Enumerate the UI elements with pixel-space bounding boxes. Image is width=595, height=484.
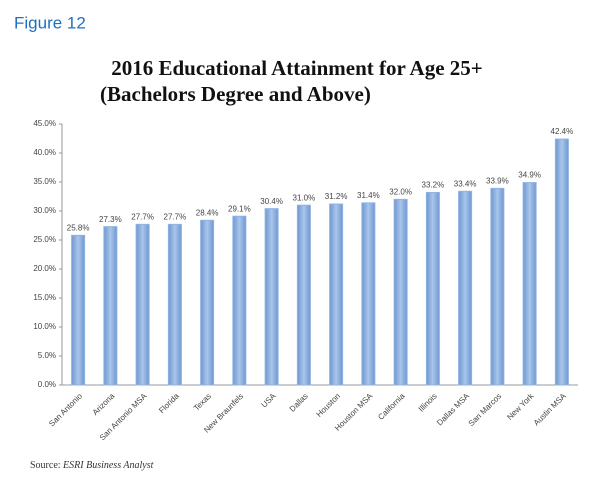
bar xyxy=(329,203,344,386)
value-label: 34.9% xyxy=(518,171,541,180)
x-tick-label: San Antonio xyxy=(47,391,84,428)
value-label: 27.3% xyxy=(99,215,122,224)
value-label: 25.8% xyxy=(67,223,90,232)
x-tick-label: New York xyxy=(505,391,536,422)
value-label: 31.2% xyxy=(325,192,348,201)
x-tick-label: Dallas xyxy=(288,392,310,414)
y-tick-label: 5.0% xyxy=(38,351,56,360)
value-label: 29.1% xyxy=(228,204,251,213)
y-tick-label: 30.0% xyxy=(33,206,56,215)
y-tick-label: 25.0% xyxy=(33,235,56,244)
value-label: 28.4% xyxy=(196,208,219,217)
bar xyxy=(135,223,150,386)
y-tick-label: 45.0% xyxy=(33,119,56,128)
bar xyxy=(361,202,376,386)
bar xyxy=(393,198,408,386)
value-label: 33.2% xyxy=(422,181,445,190)
y-tick-label: 20.0% xyxy=(33,264,56,273)
bar xyxy=(103,226,118,386)
y-tick-label: 40.0% xyxy=(33,148,56,157)
source-label: Source: xyxy=(30,460,61,471)
bar xyxy=(296,204,311,386)
source-text: ESRI Business Analyst xyxy=(62,460,154,471)
x-tick-label: Arizona xyxy=(91,391,117,417)
value-label: 31.0% xyxy=(293,193,316,202)
bar xyxy=(232,215,247,386)
y-tick-label: 10.0% xyxy=(33,322,56,331)
bar xyxy=(458,190,473,386)
chart-subtitle: (Bachelors Degree and Above) xyxy=(100,82,371,106)
x-tick-label: Austin MSA xyxy=(532,391,568,427)
bar xyxy=(167,223,182,386)
y-tick-label: 35.0% xyxy=(33,177,56,186)
x-tick-label: Houston xyxy=(315,392,342,419)
x-tick-label: Texas xyxy=(192,392,213,413)
bar xyxy=(522,182,537,386)
bar xyxy=(71,234,86,386)
value-label: 30.4% xyxy=(260,197,283,206)
figure-label: Figure 12 xyxy=(14,13,86,32)
x-tick-label: Illinois xyxy=(417,392,439,414)
x-tick-label: USA xyxy=(260,391,278,409)
value-label: 33.4% xyxy=(454,179,477,188)
y-tick-label: 0.0% xyxy=(38,380,56,389)
bar xyxy=(264,208,279,386)
value-label: 42.4% xyxy=(551,127,574,136)
y-tick-label: 15.0% xyxy=(33,293,56,302)
value-label: 31.4% xyxy=(357,191,380,200)
chart-title: 2016 Educational Attainment for Age 25+ xyxy=(111,56,483,80)
bar xyxy=(200,219,215,386)
x-tick-label: Florida xyxy=(157,391,181,415)
x-tick-label: California xyxy=(376,391,407,422)
value-label: 33.9% xyxy=(486,176,509,185)
x-tick-label: San Marcos xyxy=(467,392,504,429)
value-label: 32.0% xyxy=(389,188,412,197)
value-label: 27.7% xyxy=(164,212,187,221)
value-label: 27.7% xyxy=(131,212,154,221)
source: Source: ESRI Business Analyst xyxy=(30,460,154,471)
bar xyxy=(490,187,505,386)
bar xyxy=(425,191,440,386)
bar xyxy=(554,138,569,386)
